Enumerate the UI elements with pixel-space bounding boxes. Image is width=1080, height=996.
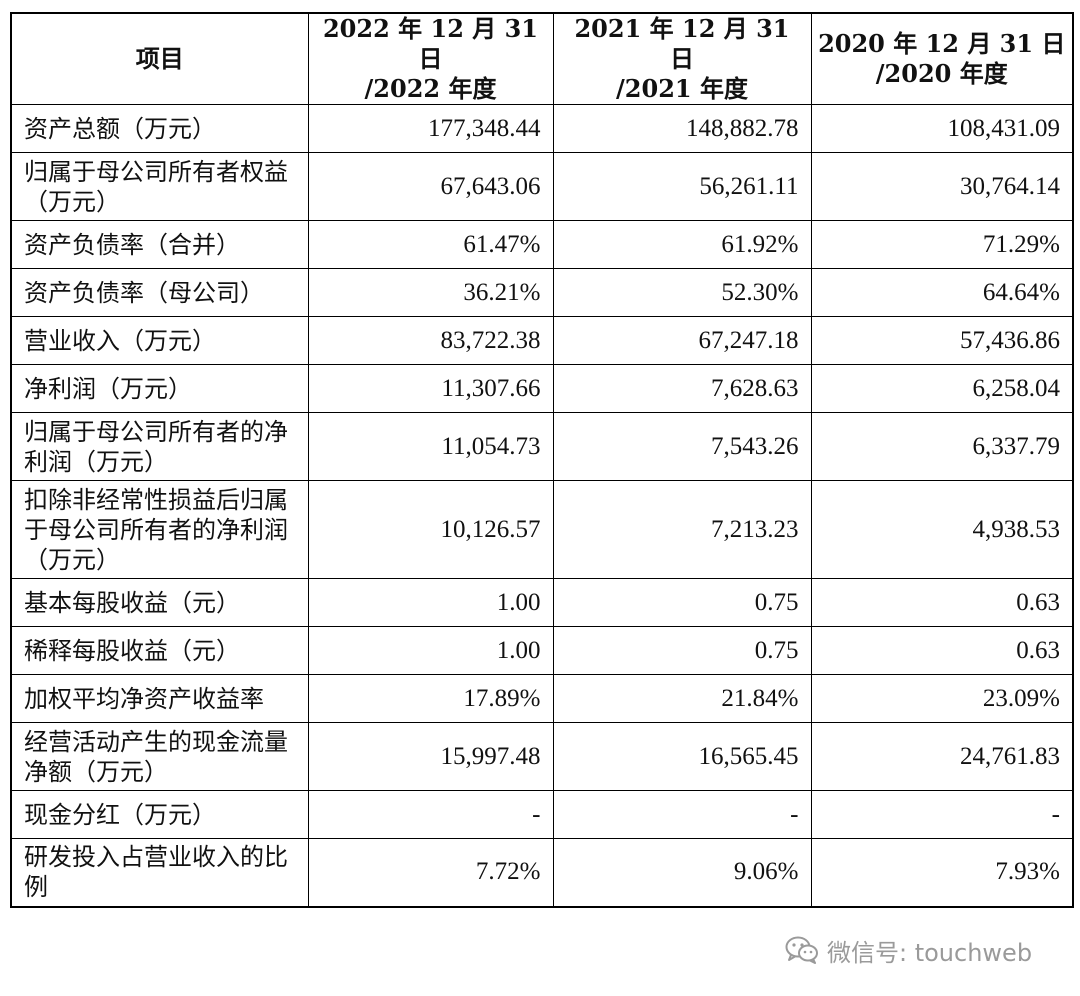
row-label: 资产负债率（母公司） (10, 268, 309, 317)
cell-2021: 52.30% (552, 268, 812, 317)
row-label: 研发投入占营业收入的比例 (10, 838, 309, 907)
table-header-row: 项目 2022 年 12 月 31 日 /2022 年度 2021 年 12 月… (10, 12, 1074, 105)
row-label: 净利润（万元） (10, 364, 309, 413)
table-row: 归属于母公司所有者的净利润（万元） 11,054.73 7,543.26 6,3… (10, 412, 1074, 481)
row-label: 稀释每股收益（元） (10, 626, 309, 675)
row-label: 营业收入（万元） (10, 316, 309, 365)
cell-2021: - (552, 790, 812, 839)
header-2020-date: 2020 年 12 月 31 日 (818, 29, 1066, 58)
cell-2022: 1.00 (307, 626, 554, 675)
table-row: 研发投入占营业收入的比例 7.72% 9.06% 7.93% (10, 838, 1074, 907)
cell-2020: 0.63 (810, 626, 1074, 675)
cell-2020: 24,761.83 (810, 722, 1074, 791)
header-2021: 2021 年 12 月 31 日 /2021 年度 (552, 12, 812, 105)
row-label: 基本每股收益（元） (10, 578, 309, 627)
row-label: 现金分红（万元） (10, 790, 309, 839)
cell-2021: 61.92% (552, 220, 812, 269)
cell-2020: 71.29% (810, 220, 1074, 269)
header-2022-year: /2022 年度 (364, 74, 497, 103)
cell-2020: 7.93% (810, 838, 1074, 907)
cell-2022: 11,307.66 (307, 364, 554, 413)
row-label: 扣除非经常性损益后归属于母公司所有者的净利润（万元） (10, 480, 309, 579)
row-label: 资产总额（万元） (10, 104, 309, 153)
cell-2020: 23.09% (810, 674, 1074, 723)
row-label: 经营活动产生的现金流量净额（万元） (10, 722, 309, 791)
header-2022-date: 2022 年 12 月 31 日 (322, 14, 538, 73)
header-2021-date: 2021 年 12 月 31 日 (574, 14, 790, 73)
cell-2020: 108,431.09 (810, 104, 1074, 153)
table-row: 稀释每股收益（元） 1.00 0.75 0.63 (10, 626, 1074, 675)
cell-2022: - (307, 790, 554, 839)
row-label: 加权平均净资产收益率 (10, 674, 309, 723)
cell-2021: 7,543.26 (552, 412, 812, 481)
cell-2022: 7.72% (307, 838, 554, 907)
cell-2022: 67,643.06 (307, 152, 554, 221)
cell-2022: 11,054.73 (307, 412, 554, 481)
row-label: 资产负债率（合并） (10, 220, 309, 269)
cell-2022: 36.21% (307, 268, 554, 317)
cell-2021: 7,213.23 (552, 480, 812, 579)
row-label: 归属于母公司所有者权益（万元） (10, 152, 309, 221)
cell-2022: 61.47% (307, 220, 554, 269)
cell-2020: 4,938.53 (810, 480, 1074, 579)
table-row: 现金分红（万元） - - - (10, 790, 1074, 839)
wechat-watermark: 微信号: touchweb (785, 930, 1032, 970)
table-row: 基本每股收益（元） 1.00 0.75 0.63 (10, 578, 1074, 627)
cell-2022: 177,348.44 (307, 104, 554, 153)
header-2021-year: /2021 年度 (616, 74, 748, 103)
table-row: 归属于母公司所有者权益（万元） 67,643.06 56,261.11 30,7… (10, 152, 1074, 221)
cell-2021: 67,247.18 (552, 316, 812, 365)
cell-2021: 9.06% (552, 838, 812, 907)
cell-2022: 10,126.57 (307, 480, 554, 579)
header-item-label: 项目 (135, 44, 184, 73)
cell-2021: 148,882.78 (552, 104, 812, 153)
cell-2021: 16,565.45 (552, 722, 812, 791)
table-row: 净利润（万元） 11,307.66 7,628.63 6,258.04 (10, 364, 1074, 413)
cell-2020: 6,258.04 (810, 364, 1074, 413)
header-2020-year: /2020 年度 (875, 59, 1008, 88)
cell-2022: 17.89% (307, 674, 554, 723)
cell-2022: 15,997.48 (307, 722, 554, 791)
table-row: 扣除非经常性损益后归属于母公司所有者的净利润（万元） 10,126.57 7,2… (10, 480, 1074, 579)
table-row: 资产负债率（母公司） 36.21% 52.30% 64.64% (10, 268, 1074, 317)
header-2020: 2020 年 12 月 31 日 /2020 年度 (810, 12, 1074, 105)
cell-2021: 56,261.11 (552, 152, 812, 221)
cell-2020: 30,764.14 (810, 152, 1074, 221)
table-row: 资产负债率（合并） 61.47% 61.92% 71.29% (10, 220, 1074, 269)
cell-2021: 0.75 (552, 626, 812, 675)
table-row: 加权平均净资产收益率 17.89% 21.84% 23.09% (10, 674, 1074, 723)
cell-2022: 83,722.38 (307, 316, 554, 365)
cell-2020: 64.64% (810, 268, 1074, 317)
table-row: 经营活动产生的现金流量净额（万元） 15,997.48 16,565.45 24… (10, 722, 1074, 791)
wechat-icon (785, 936, 818, 964)
cell-2020: 0.63 (810, 578, 1074, 627)
header-2022: 2022 年 12 月 31 日 /2022 年度 (307, 12, 554, 105)
table-row: 营业收入（万元） 83,722.38 67,247.18 57,436.86 (10, 316, 1074, 365)
cell-2020: 57,436.86 (810, 316, 1074, 365)
watermark-text: 微信号: touchweb (827, 938, 1033, 967)
cell-2020: - (810, 790, 1074, 839)
header-item: 项目 (10, 12, 309, 105)
row-label: 归属于母公司所有者的净利润（万元） (10, 412, 309, 481)
financial-summary-table: 项目 2022 年 12 月 31 日 /2022 年度 2021 年 12 月… (10, 12, 1074, 908)
table-row: 资产总额（万元） 177,348.44 148,882.78 108,431.0… (10, 104, 1074, 153)
cell-2021: 21.84% (552, 674, 812, 723)
cell-2020: 6,337.79 (810, 412, 1074, 481)
cell-2022: 1.00 (307, 578, 554, 627)
cell-2021: 7,628.63 (552, 364, 812, 413)
cell-2021: 0.75 (552, 578, 812, 627)
